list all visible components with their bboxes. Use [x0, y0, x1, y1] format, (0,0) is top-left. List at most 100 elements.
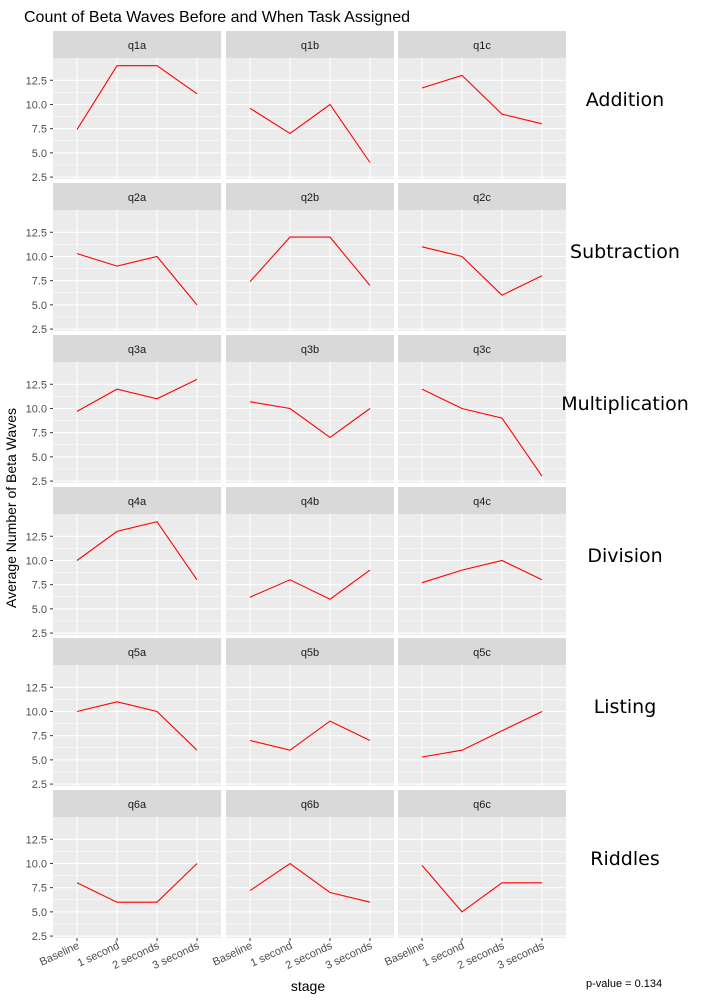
strip-bg — [398, 31, 566, 58]
strip-label: q2c — [473, 192, 491, 204]
chart-title: Count of Beta Waves Before and When Task… — [24, 9, 410, 26]
panel-bg — [53, 514, 221, 635]
panel-bg — [53, 817, 221, 938]
strip-bg — [53, 31, 221, 58]
strip-label: q2b — [301, 192, 319, 204]
series-line-q2c — [421, 246, 543, 296]
panel-bg — [53, 665, 221, 786]
panel-bg — [398, 362, 566, 483]
p-value-annotation: p-value = 0.134 — [586, 978, 662, 990]
strip-bg — [53, 790, 221, 817]
series-line-q2b — [249, 236, 371, 286]
panel-bg — [226, 514, 394, 635]
strip-bg — [398, 487, 566, 514]
panel-q6a: q6a — [53, 790, 221, 938]
strip-bg — [398, 335, 566, 362]
panel-bg — [53, 58, 221, 179]
y-axis-row-6: 2.5 5.0 7.5 10.0 12.5 — [26, 834, 53, 943]
strip-label: q6a — [128, 799, 147, 811]
y-tick-label: 12.5 — [26, 227, 47, 239]
row-label-addition: Addition — [586, 89, 664, 111]
strip-bg — [398, 790, 566, 817]
strip-bg — [53, 335, 221, 362]
panel-q4c: q4c — [398, 487, 566, 635]
panel-q1c: q1c — [398, 31, 566, 179]
series-line-q2a — [76, 253, 198, 306]
y-tick-label: 12.5 — [26, 531, 47, 543]
x-axis-title: stage — [291, 978, 325, 994]
y-axis-row-2: 2.5 5.0 7.5 10.0 12.5 — [26, 227, 53, 336]
y-tick-label: 7.5 — [32, 731, 47, 743]
x-tick-label: 3 seconds — [496, 940, 547, 972]
y-tick-label: 5.0 — [32, 148, 47, 160]
panel-bg — [226, 665, 394, 786]
y-tick-label: 7.5 — [32, 428, 47, 440]
strip-label: q3c — [473, 344, 491, 356]
row-labels: Addition Subtraction Multiplication Divisio… — [561, 89, 689, 870]
row-label-riddles: Riddles — [590, 848, 659, 870]
panel-bg — [53, 362, 221, 483]
panel-q4b: q4b — [226, 487, 394, 635]
y-tick-label: 10.0 — [26, 555, 47, 567]
strip-bg — [53, 183, 221, 210]
y-tick-label: 5.0 — [32, 604, 47, 616]
y-tick-label: 5.0 — [32, 452, 47, 464]
panel-q1a: q1a — [53, 31, 221, 179]
y-tick-label: 7.5 — [32, 580, 47, 592]
panel-q4a: q4a — [53, 487, 221, 635]
y-tick-label: 10.0 — [26, 99, 47, 111]
strip-bg — [53, 638, 221, 665]
y-tick-label: 2.5 — [32, 476, 47, 488]
series-line-q5c — [421, 711, 543, 758]
strip-bg — [226, 183, 394, 210]
y-tick-label: 2.5 — [32, 628, 47, 640]
y-tick-label: 5.0 — [32, 755, 47, 767]
y-axis-row-1: 2.5 5.0 7.5 10.0 12.5 — [26, 75, 53, 184]
strip-label: q3a — [128, 344, 147, 356]
panel-q3a: q3a — [53, 335, 221, 483]
y-tick-label: 10.0 — [26, 403, 47, 415]
strip-label: q1c — [473, 40, 491, 52]
series-line-q3c — [421, 388, 543, 477]
series-line-q1b — [249, 103, 371, 163]
y-tick-label: 12.5 — [26, 682, 47, 694]
strip-label: q4b — [301, 496, 319, 508]
strip-bg — [398, 638, 566, 665]
series-line-q4c — [421, 559, 543, 584]
panel-q6b: q6b — [226, 790, 394, 938]
panel-q3b: q3b — [226, 335, 394, 483]
y-tick-label: 12.5 — [26, 379, 47, 391]
series-line-q1a — [76, 65, 198, 130]
strip-label: q6c — [473, 799, 491, 811]
strip-label: q4c — [473, 496, 491, 508]
strip-label: q5a — [128, 647, 147, 659]
panel-bg — [398, 210, 566, 331]
y-tick-label: 7.5 — [32, 276, 47, 288]
panel-bg — [398, 817, 566, 938]
strip-label: q6b — [301, 799, 319, 811]
strip-label: q1a — [128, 40, 147, 52]
panel-q5a: q5a — [53, 638, 221, 786]
x-tick-label: 3 seconds — [151, 940, 202, 972]
panel-bg — [398, 514, 566, 635]
y-tick-label: 12.5 — [26, 834, 47, 846]
y-tick-label: 2.5 — [32, 324, 47, 336]
strip-label: q2a — [128, 192, 147, 204]
y-axis-row-4: 2.5 5.0 7.5 10.0 12.5 — [26, 531, 53, 640]
row-label-division: Division — [587, 545, 662, 567]
panel-q2a: q2a — [53, 183, 221, 331]
row-label-listing: Listing — [594, 696, 657, 718]
strip-bg — [226, 790, 394, 817]
x-tick-label: Baseline — [383, 940, 426, 969]
series-line-q6a — [76, 863, 198, 903]
series-line-q5a — [76, 701, 198, 751]
row-label-multiplication: Multiplication — [561, 393, 689, 415]
panel-q5b: q5b — [226, 638, 394, 786]
strip-label: q4a — [128, 496, 147, 508]
panels-layer: q1a q1b q1c 2.5 5.0 7.5 10.0 12.5 q2a q2b q2c 2.5 5.… — [26, 31, 566, 943]
strip-bg — [53, 487, 221, 514]
panel-q5c: q5c — [398, 638, 566, 786]
row-label-subtraction: Subtraction — [570, 241, 680, 263]
series-line-q4a — [76, 521, 198, 581]
